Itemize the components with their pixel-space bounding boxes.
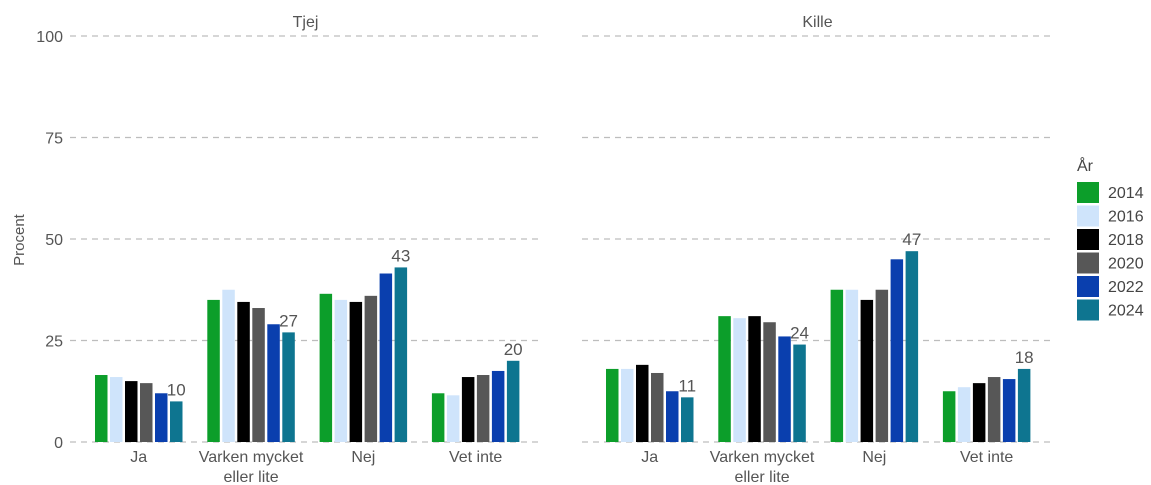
bar-2014	[95, 375, 108, 442]
bar-2014	[606, 368, 619, 442]
legend-swatch	[1077, 252, 1099, 274]
bar-2016	[621, 368, 634, 442]
bar-2016	[845, 289, 859, 442]
y-tick-label: 25	[45, 334, 63, 351]
bar-2016	[334, 299, 348, 442]
legend-label: 2024	[1108, 303, 1144, 320]
legend-swatch	[1077, 205, 1099, 227]
bar-2024	[282, 332, 295, 442]
bar-2014	[319, 293, 333, 442]
bar-2022	[155, 393, 168, 442]
category-label: Vet inte	[960, 449, 1013, 466]
data-label: 18	[1015, 348, 1034, 367]
bar-2020	[987, 377, 1001, 442]
bar-2022	[267, 324, 280, 442]
legend-swatch	[1077, 182, 1099, 203]
bar-2024	[905, 251, 919, 442]
bar-2016	[446, 395, 460, 442]
category-label: Nej	[351, 449, 375, 466]
bar-2022	[778, 336, 791, 442]
legend: År 2014 2016 2018 2020 2022 2024	[1077, 156, 1144, 321]
y-tick-label: 0	[54, 435, 63, 452]
data-label: 43	[391, 246, 410, 265]
category-label: Varken mycket eller lite	[199, 449, 304, 485]
bar-2024	[506, 360, 520, 442]
bar-2024	[681, 397, 694, 442]
bar-2020	[140, 383, 153, 442]
bar-2018	[237, 301, 250, 442]
data-label: 47	[902, 230, 921, 249]
bar-2020	[252, 308, 265, 442]
y-tick-label: 75	[45, 131, 63, 148]
data-label: 20	[504, 340, 523, 359]
panel-title: Kille	[802, 14, 832, 31]
bar-2024	[1017, 368, 1031, 442]
legend-label: 2022	[1108, 279, 1144, 296]
legend-swatch	[1077, 229, 1099, 250]
bar-2018	[748, 316, 761, 442]
legend-swatch	[1077, 299, 1099, 321]
bar-2018	[125, 381, 138, 442]
bar-2018	[636, 364, 649, 442]
bar-2022	[1002, 379, 1016, 442]
bar-2016	[733, 318, 746, 442]
legend-item-2014: 2014	[1077, 182, 1144, 203]
bar-2024	[170, 401, 183, 442]
bar-2016	[110, 377, 123, 442]
bar-2020	[763, 322, 776, 442]
panel-tjej: 0 25 50 75 100 Tjej 10 Ja 27 Varken mycket eller l…	[36, 14, 541, 485]
bar-2020	[875, 289, 889, 442]
legend-item-2020: 2020	[1077, 252, 1144, 274]
bar-2024	[394, 267, 408, 442]
data-label: 24	[790, 324, 809, 343]
data-label: 10	[167, 380, 186, 399]
panel-title: Tjej	[293, 14, 319, 31]
y-tick-label: 50	[45, 232, 63, 249]
legend-item-2018: 2018	[1077, 229, 1144, 250]
bar-2022	[379, 273, 393, 442]
panel-kille: Kille 11 Ja 24 Varken mycket eller lite 47 Nej 1…	[582, 14, 1053, 485]
legend-label: 2020	[1108, 256, 1144, 273]
bar-2014	[431, 393, 445, 442]
category-label: Vet inte	[449, 449, 502, 466]
data-label: 27	[279, 311, 298, 330]
chart-panels: 0 25 50 75 100 Tjej 10 Ja 27 Varken mycket eller l…	[36, 14, 1053, 485]
category-label: Ja	[641, 449, 658, 466]
bar-2018	[972, 383, 986, 442]
legend-label: 2016	[1108, 209, 1144, 226]
bar-2014	[207, 299, 220, 442]
category-label: Varken mycket eller lite	[710, 449, 815, 485]
bar-2016	[957, 387, 971, 442]
y-axis-title: Procent	[11, 213, 28, 266]
legend-swatch	[1077, 276, 1099, 297]
bar-2020	[476, 375, 490, 442]
bar-2022	[491, 370, 505, 442]
bar-2018	[349, 301, 363, 442]
bar-2020	[364, 295, 378, 442]
bar-2024	[793, 344, 806, 442]
data-label: 11	[678, 376, 696, 395]
legend-item-2024: 2024	[1077, 299, 1144, 321]
bar-2022	[890, 259, 904, 442]
category-label: Ja	[130, 449, 147, 466]
bar-2020	[651, 372, 664, 442]
bar-2022	[666, 391, 679, 442]
bar-2014	[830, 289, 844, 442]
category-label: Nej	[862, 449, 886, 466]
bar-2018	[860, 299, 874, 442]
bar-2014	[718, 316, 731, 442]
legend-item-2022: 2022	[1077, 276, 1144, 297]
legend-title: År	[1077, 156, 1094, 175]
bar-2016	[222, 289, 235, 442]
legend-label: 2018	[1108, 232, 1144, 249]
legend-label: 2014	[1108, 185, 1144, 202]
bar-2014	[942, 391, 956, 442]
legend-item-2016: 2016	[1077, 205, 1144, 227]
bar-2018	[461, 377, 475, 442]
y-tick-label: 100	[36, 29, 63, 46]
